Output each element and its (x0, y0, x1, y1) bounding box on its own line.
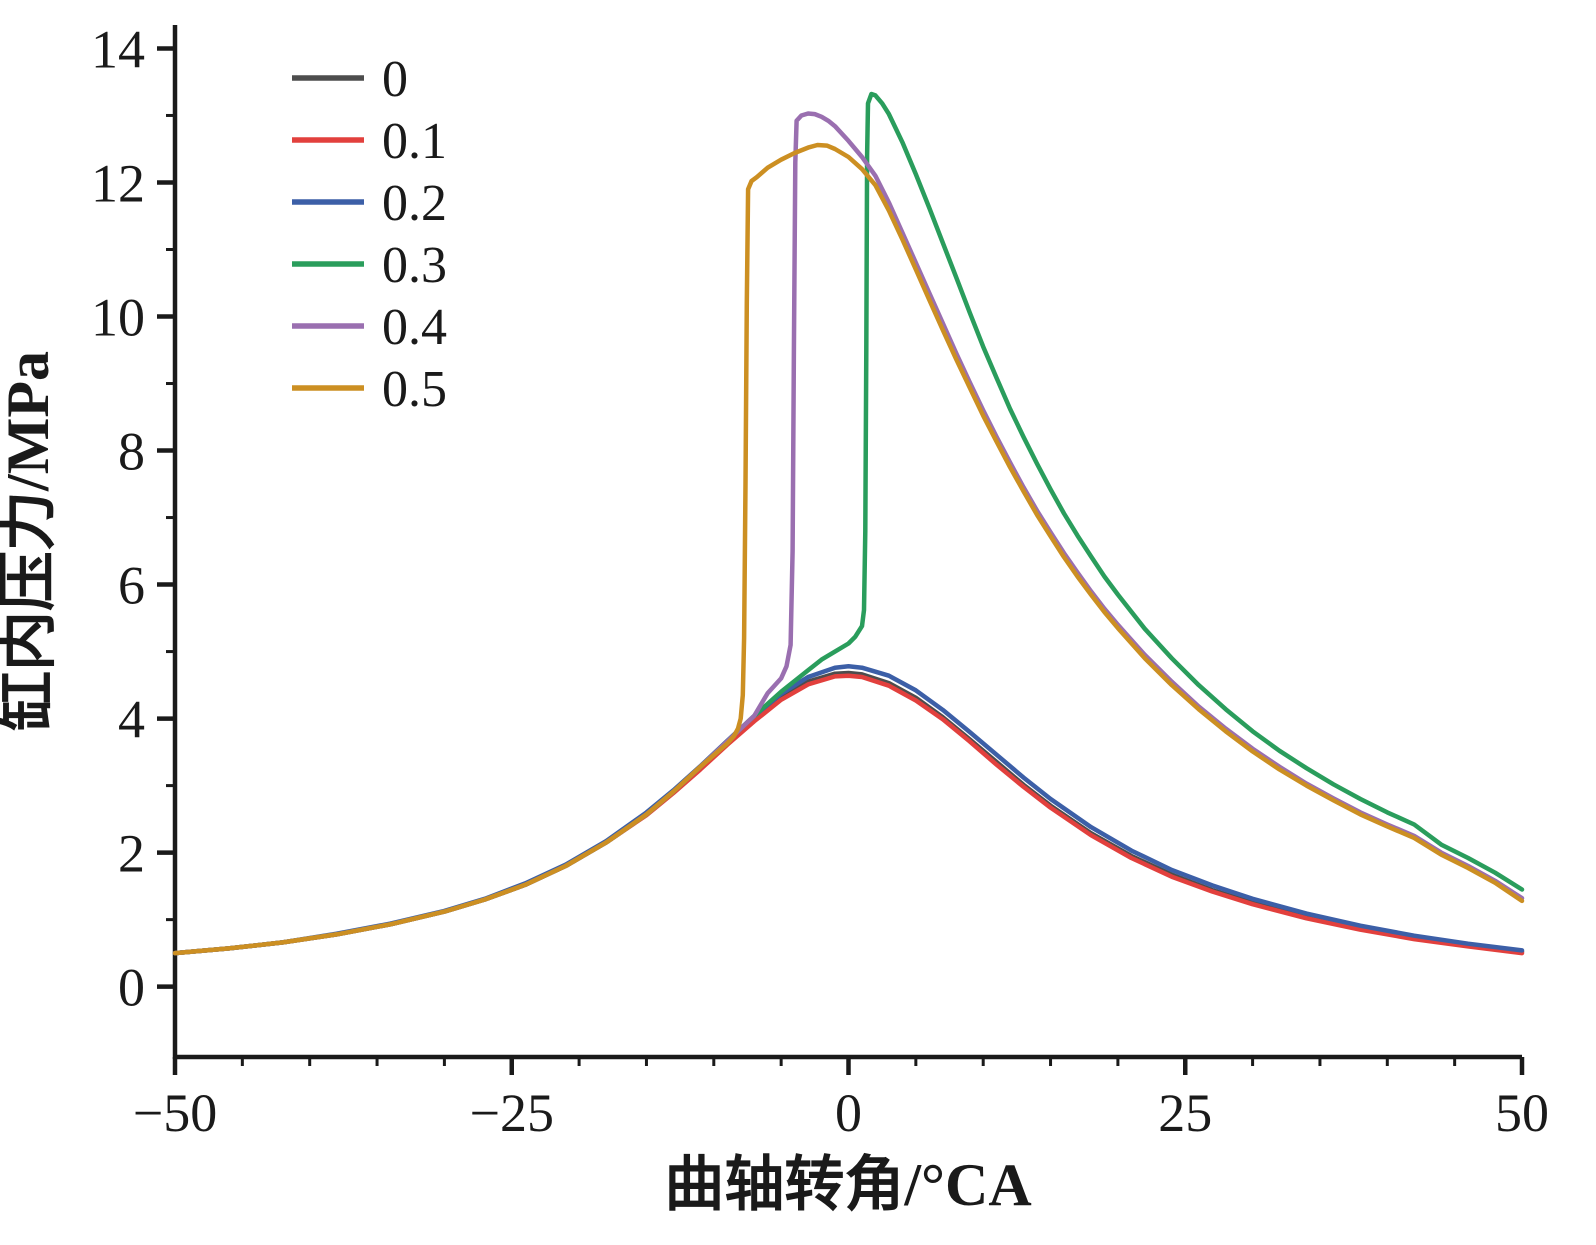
legend-label-0: 0 (382, 51, 408, 108)
y-tick-label: 10 (91, 288, 145, 348)
legend-label-0.5: 0.5 (382, 361, 447, 418)
x-tick-label: 50 (1495, 1083, 1549, 1143)
y-tick-label: 8 (118, 422, 145, 482)
x-tick-label: 0 (835, 1083, 862, 1143)
x-tick-label: −25 (470, 1083, 554, 1143)
legend-label-0.1: 0.1 (382, 113, 447, 170)
series-line-0.5 (172, 142, 1525, 956)
series-line-0.2 (172, 664, 1525, 956)
series-line-0.3 (172, 91, 1525, 956)
legend-label-0.4: 0.4 (382, 299, 447, 356)
legend-label-0.3: 0.3 (382, 237, 447, 294)
legend-label-0.2: 0.2 (382, 175, 447, 232)
x-tick-label: 25 (1158, 1083, 1212, 1143)
y-tick-label: 6 (118, 556, 145, 616)
y-tick-label: 14 (91, 19, 145, 79)
series-line-0.1 (172, 673, 1525, 956)
y-tick-label: 12 (91, 153, 145, 213)
y-tick-label: 0 (118, 958, 145, 1018)
x-tick-label: −50 (133, 1083, 217, 1143)
series-line-0.4 (172, 111, 1525, 956)
y-axis-title: 缸内压力/MPa (0, 351, 61, 731)
y-tick-label: 4 (118, 690, 145, 750)
x-axis-title: 曲轴转角/°CA (664, 1152, 1031, 1218)
y-tick-label: 2 (118, 824, 145, 884)
series-line-0 (172, 670, 1525, 956)
